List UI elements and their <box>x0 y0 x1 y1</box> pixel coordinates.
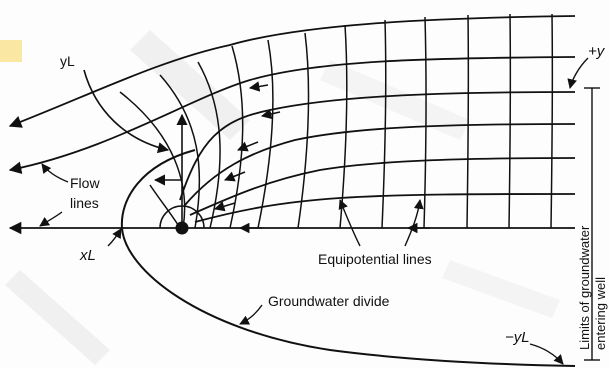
flow-lines-leader-1 <box>41 163 69 183</box>
label-lines: lines <box>70 195 99 211</box>
minus-yl-leader <box>529 343 564 365</box>
flow-arrow <box>248 81 269 92</box>
flow-line-6 <box>194 193 576 223</box>
label-minus-y-l: −yL <box>505 329 530 346</box>
label-plus-y: +y <box>588 43 606 60</box>
watermark-stroke-3 <box>320 60 470 140</box>
label-groundwater-divide: Groundwater divide <box>268 293 390 309</box>
watermark-highlight <box>0 40 22 62</box>
limits-label-group: Limits of groundwater entering well <box>577 225 608 350</box>
label-limits-line-2: entering well <box>593 277 608 350</box>
flow-arrow <box>260 108 281 120</box>
divide-leader <box>239 304 263 325</box>
equipotential-line <box>550 13 554 229</box>
flow-arrow <box>224 171 246 182</box>
flow-arrow <box>237 141 259 152</box>
xl-leader <box>107 228 122 247</box>
well-icon <box>175 221 189 235</box>
watermark-stroke-4 <box>442 260 560 318</box>
equipotential-line <box>381 19 387 229</box>
groundwater-divide-curve <box>120 149 576 367</box>
equipotential-lines <box>119 13 554 229</box>
flow-lines-leader-2 <box>39 211 63 227</box>
label-y-l-top: yL <box>60 53 75 69</box>
equipotential-line <box>508 13 512 229</box>
flow-line-1 <box>8 15 576 128</box>
equipotential-line <box>159 74 201 229</box>
flow-line-2 <box>8 56 576 174</box>
equipotential-line <box>423 16 427 229</box>
flow-direction-arrows <box>213 81 430 234</box>
equipotential-line <box>257 39 274 229</box>
yl-leader <box>83 69 170 154</box>
plus-y-leader <box>567 57 589 89</box>
equipotential-leader-1 <box>338 199 361 247</box>
watermark-stroke-2 <box>5 270 110 365</box>
equipotential-line <box>466 14 470 229</box>
flow-line-3 <box>179 91 576 201</box>
equipotential-leader-2 <box>404 199 424 247</box>
equipotential-line <box>297 32 310 229</box>
watermark <box>0 30 560 365</box>
label-equipotential: Equipotential lines <box>318 251 432 267</box>
limits-bracket <box>584 87 600 361</box>
label-flow: Flow <box>70 175 100 191</box>
flow-arrow <box>213 201 236 212</box>
label-x-l: xL <box>79 247 96 264</box>
label-limits-line-1: Limits of groundwater <box>577 225 592 350</box>
flow-line-4 <box>184 123 576 206</box>
equipotential-line <box>229 45 244 229</box>
equipotential-line <box>119 91 186 229</box>
flow-lines <box>8 15 576 235</box>
watermark-stroke-1 <box>130 30 250 140</box>
